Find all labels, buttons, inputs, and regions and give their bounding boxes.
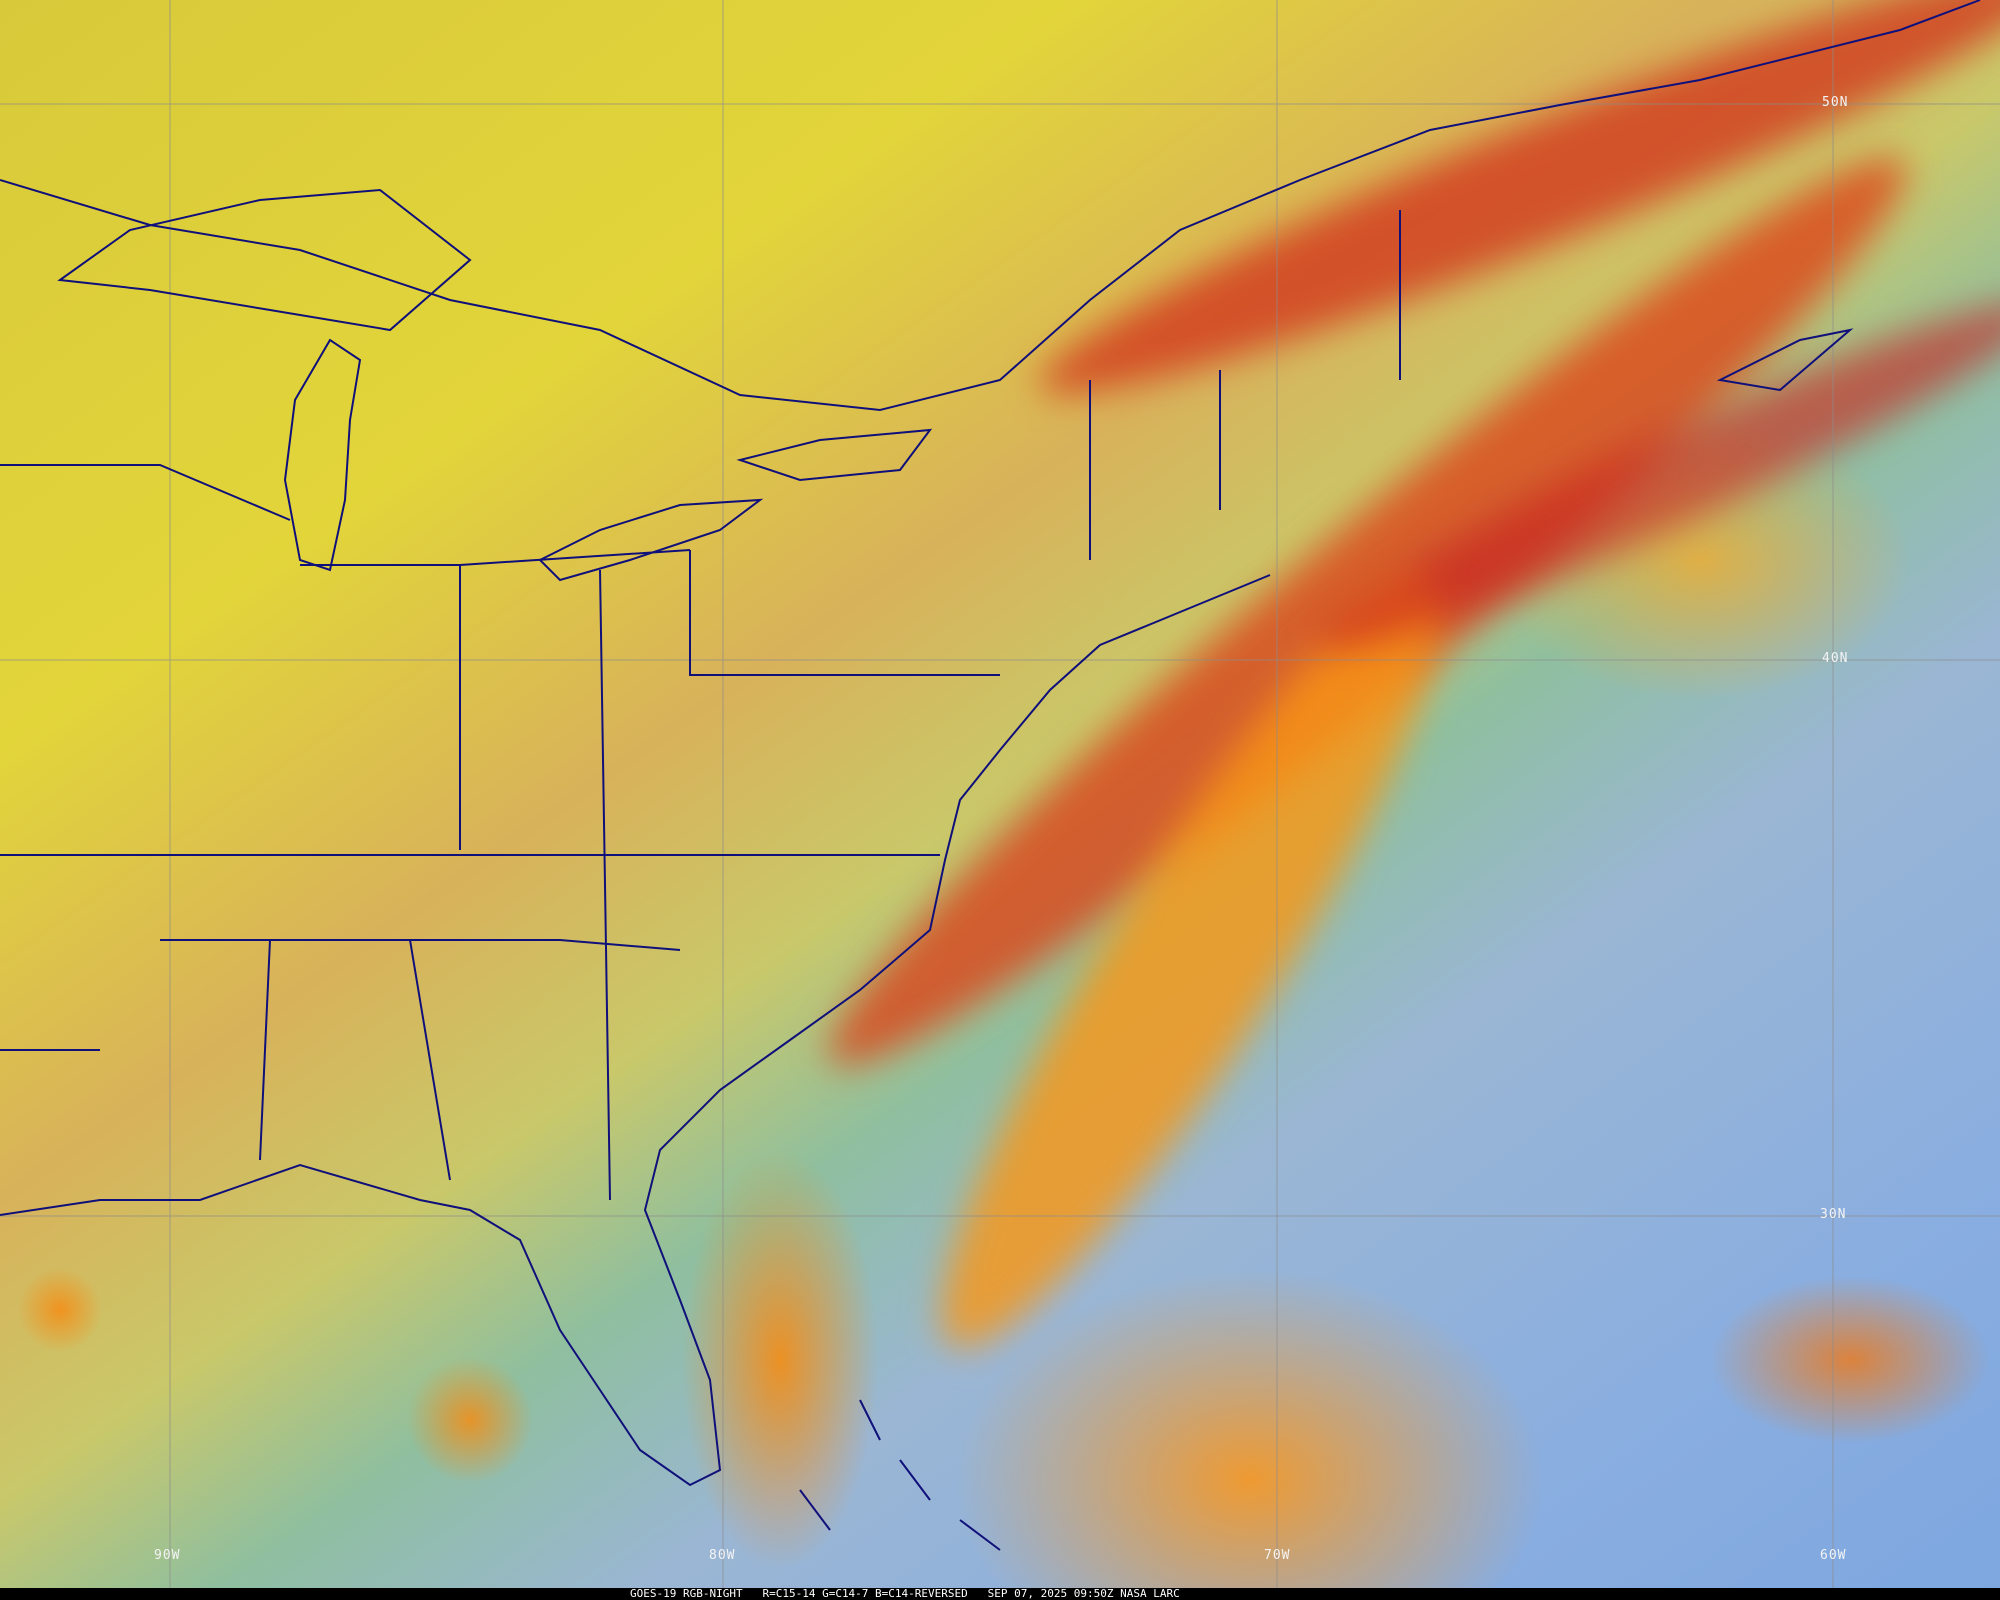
bahamas xyxy=(799,1399,1001,1551)
canada-us-border xyxy=(0,0,1981,412)
lake-erie xyxy=(538,498,764,582)
lake-ontario xyxy=(736,428,933,482)
lat-label-30n: 30N xyxy=(1820,1207,1847,1222)
lon-label-90w: 90W xyxy=(154,1548,181,1563)
lat-label-50n: 50N xyxy=(1822,95,1849,110)
east-coast xyxy=(0,574,1271,1487)
state-lines xyxy=(0,210,1401,1201)
lat-label-40n: 40N xyxy=(1822,651,1849,666)
borders-coastlines xyxy=(0,0,1981,1551)
lon-label-60w: 60W xyxy=(1820,1548,1847,1563)
lon-label-70w: 70W xyxy=(1264,1548,1291,1563)
caption-bar: GOES-19 RGB-NIGHT R=C15-14 G=C14-7 B=C14… xyxy=(0,1588,2000,1600)
caption-recipe: R=C15-14 G=C14-7 B=C14-REVERSED xyxy=(762,1587,968,1600)
caption-datetime: SEP 07, 2025 09:50Z xyxy=(987,1587,1114,1600)
caption-product: RGB-NIGHT xyxy=(682,1587,743,1600)
lake-superior xyxy=(57,188,472,332)
caption-satellite: GOES-19 xyxy=(630,1587,677,1600)
lon-label-80w: 80W xyxy=(709,1548,736,1563)
lake-michigan xyxy=(283,338,362,572)
caption-text: GOES-19 RGB-NIGHT R=C15-14 G=C14-7 B=C14… xyxy=(630,1588,1180,1600)
nova-scotia xyxy=(1716,328,1854,392)
caption-source: NASA LARC xyxy=(1120,1587,1180,1600)
